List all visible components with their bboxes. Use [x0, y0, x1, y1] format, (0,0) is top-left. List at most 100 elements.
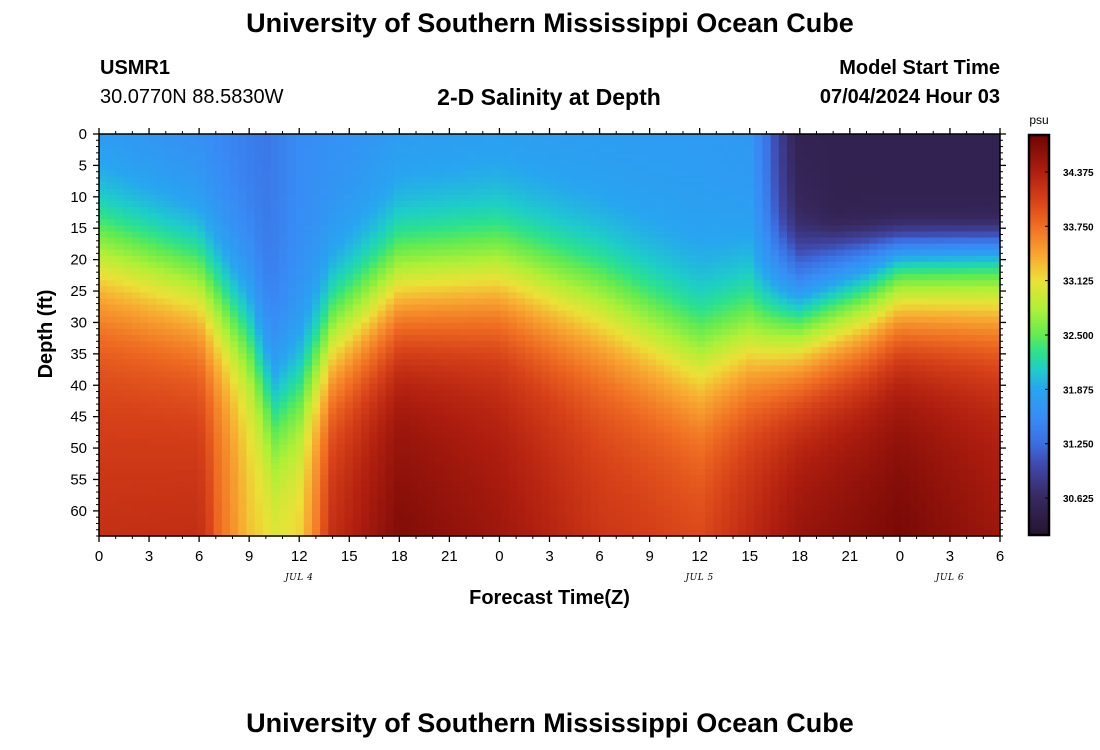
heatmap-cell: [328, 493, 338, 501]
heatmap-cell: [246, 499, 256, 507]
heatmap-cell: [123, 481, 133, 488]
heatmap-cell: [475, 261, 485, 269]
heatmap-cell: [483, 164, 493, 172]
heatmap-cell: [434, 493, 444, 501]
heatmap-cell: [672, 298, 682, 306]
heatmap-cell: [574, 377, 583, 385]
heatmap-cell: [303, 152, 313, 159]
heatmap-cell: [377, 164, 387, 172]
heatmap-cell: [352, 152, 362, 159]
heatmap-cell: [713, 341, 723, 348]
heatmap-cell: [516, 134, 526, 141]
heatmap-cell: [664, 493, 673, 501]
heatmap-cell: [115, 462, 125, 470]
heatmap-cell: [123, 304, 133, 312]
heatmap-cell: [647, 194, 657, 202]
heatmap-cell: [524, 231, 534, 239]
heatmap-cell: [541, 347, 551, 354]
heatmap-cell: [99, 335, 108, 342]
heatmap-cell: [303, 261, 313, 269]
heatmap-cell: [516, 359, 526, 367]
heatmap-cell: [451, 335, 460, 342]
heatmap-cell: [287, 292, 297, 300]
heatmap-cell: [426, 481, 436, 488]
heatmap-cell: [279, 201, 288, 208]
heatmap-cell: [115, 420, 125, 427]
heatmap-cell: [344, 383, 354, 391]
heatmap-cell: [164, 438, 174, 446]
heatmap-cell: [377, 243, 387, 251]
heatmap-cell: [303, 469, 313, 476]
heatmap-cell: [508, 304, 518, 312]
heatmap-cell: [533, 304, 542, 312]
heatmap-cell: [131, 237, 141, 245]
heatmap-cell: [418, 201, 428, 208]
heatmap-cell: [688, 335, 698, 342]
heatmap-cell: [320, 517, 329, 525]
heatmap-cell: [164, 444, 174, 452]
heatmap-cell: [377, 523, 387, 531]
heatmap-cell: [713, 249, 723, 257]
heatmap-cell: [639, 511, 649, 519]
heatmap-cell: [655, 402, 665, 409]
heatmap-cell: [516, 182, 526, 190]
heatmap-cell: [688, 475, 698, 482]
heatmap-cell: [615, 487, 624, 494]
heatmap-cell: [483, 389, 493, 397]
heatmap-cell: [459, 353, 469, 360]
heatmap-cell: [623, 389, 633, 397]
heatmap-cell: [254, 146, 264, 153]
heatmap-cell: [582, 286, 592, 293]
heatmap-cell: [107, 426, 116, 434]
heatmap-cell: [139, 529, 149, 537]
heatmap-cell: [262, 505, 272, 513]
heatmap-cell: [377, 377, 387, 385]
heatmap-cell: [156, 182, 166, 190]
heatmap-cell: [696, 505, 706, 513]
heatmap-cell: [271, 261, 280, 269]
heatmap-cell: [254, 371, 264, 379]
heatmap-cell: [459, 134, 469, 141]
heatmap-cell: [361, 469, 370, 476]
heatmap-cell: [426, 188, 436, 196]
heatmap-cell: [311, 335, 321, 342]
heatmap-cell: [295, 420, 305, 427]
heatmap-cell: [320, 292, 329, 300]
heatmap-cell: [303, 462, 313, 470]
heatmap-cell: [524, 444, 534, 452]
heatmap-cell: [590, 316, 600, 324]
heatmap-cell: [221, 286, 231, 293]
heatmap-cell: [451, 219, 460, 226]
heatmap-cell: [500, 365, 510, 373]
heatmap-cell: [107, 487, 116, 494]
heatmap-cell: [164, 359, 174, 367]
heatmap-cell: [180, 328, 190, 336]
heatmap-cell: [672, 328, 682, 336]
heatmap-cell: [328, 231, 338, 239]
heatmap-cell: [320, 261, 329, 269]
heatmap-cell: [238, 475, 248, 482]
heatmap-cell: [107, 286, 116, 293]
heatmap-cell: [213, 310, 223, 318]
heatmap-cell: [443, 359, 452, 367]
heatmap-cell: [99, 286, 108, 293]
heatmap-cell: [688, 523, 698, 531]
heatmap-cell: [148, 511, 157, 519]
heatmap-cell: [262, 432, 272, 440]
heatmap-cell: [664, 511, 673, 519]
heatmap-cell: [115, 475, 125, 482]
heatmap-cell: [156, 207, 166, 214]
heatmap-cell: [418, 523, 428, 531]
heatmap-cell: [426, 207, 436, 214]
heatmap-cell: [713, 146, 723, 153]
heatmap-cell: [230, 152, 239, 159]
heatmap-cell: [156, 158, 166, 166]
heatmap-cell: [180, 529, 190, 537]
heatmap-cell: [426, 268, 436, 275]
heatmap-cell: [344, 292, 354, 300]
heatmap-cell: [254, 152, 264, 159]
heatmap-cell: [320, 304, 329, 312]
heatmap-cell: [705, 146, 714, 153]
heatmap-cell: [639, 505, 649, 513]
heatmap-cell: [443, 249, 452, 257]
